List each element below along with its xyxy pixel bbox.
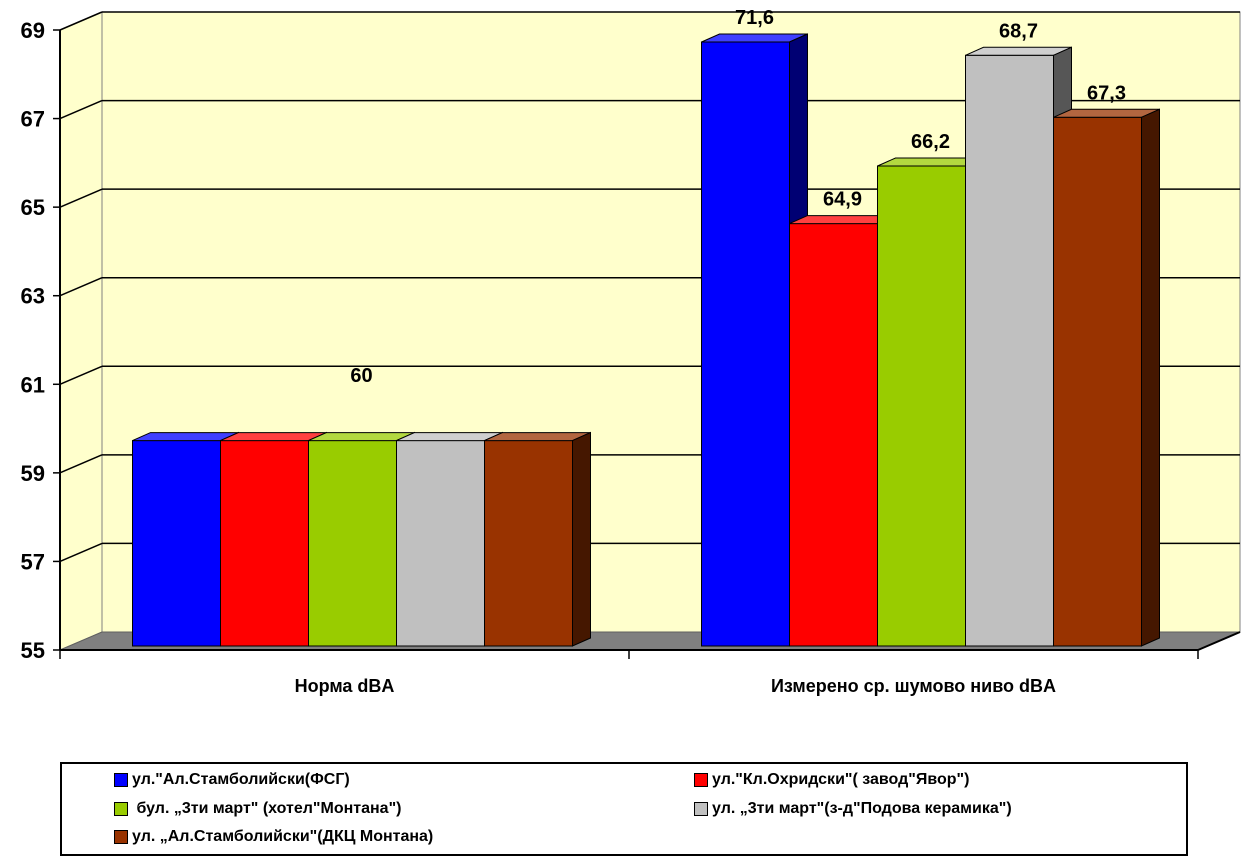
y-tick-label: 61 [21,372,45,397]
bars [132,33,1160,647]
bar-side [572,431,591,647]
data-label: 66,2 [911,131,950,153]
gridline-side [59,454,103,474]
bar-front [220,440,309,647]
y-tick-label: 67 [21,107,45,132]
legend-item: ул."Кл.Охридски"( завод"Явор") [694,771,969,789]
y-tick-label: 59 [21,461,45,486]
bar-front [396,440,485,647]
gridline-side [59,365,103,385]
bar-front [701,41,790,647]
legend-label: ул. „3ти март"(з-д"Подова керамика") [712,800,1012,817]
x-tick-label: Норма dBA [295,676,395,696]
legend-label: бул. „3ти март" (хотел"Монтана") [132,800,402,817]
legend-item: ул. „3ти март"(з-д"Подова керамика") [694,800,1012,818]
bar-front [132,440,221,647]
bar-front [789,223,878,647]
bar-front [965,54,1054,647]
y-tick-label: 63 [21,284,45,309]
side-wall [59,11,103,651]
x-tick-label: Измерено ср. шумово ниво dBA [771,676,1056,696]
data-label: 67,3 [1087,82,1126,104]
legend-item: бул. „3ти март" (хотел"Монтана") [114,800,402,818]
axes: 55 57 59 61 63 65 67 69 Норма dBA Измерено ср. шу… [21,18,1241,696]
legend-swatch-2 [114,802,128,816]
gridline-side [59,542,103,563]
legend: ул."Ал.Стамболийски(ФСГ) ул."Кл.Охридски… [60,762,1188,856]
bar-front [308,440,397,647]
bar-side [1141,108,1160,647]
y-tick-label: 69 [21,18,45,43]
legend-swatch-3 [694,802,708,816]
gridline-side [59,11,103,31]
legend-label: ул. „Ал.Стамболийски"(ДКЦ Монтана) [132,828,434,845]
y-tick-label: 55 [21,638,45,663]
data-labels: 60 71,6 64,9 66,2 68,7 67,3 [350,7,1126,387]
bar [701,33,808,647]
data-label: 68,7 [999,20,1038,42]
data-label: 64,9 [823,189,862,211]
bar-front [484,440,573,647]
gridline-side [59,99,103,120]
legend-swatch-4 [114,830,128,844]
data-label: 60 [350,365,372,387]
bar [484,431,591,647]
legend-label: ул."Кл.Охридски"( завод"Явор") [712,771,970,788]
legend-swatch-1 [694,773,708,787]
x-axis-end [1197,631,1241,651]
y-tick-label: 57 [21,549,45,574]
legend-item: ул. „Ал.Стамболийски"(ДКЦ Монтана) [114,828,433,846]
data-label: 71,6 [735,7,774,29]
legend-label: ул."Ал.Стамболийски(ФСГ) [132,771,350,788]
bar-front [877,165,966,647]
bar-front [1053,116,1142,647]
y-tick-label: 65 [21,195,45,220]
gridline-side [59,188,103,208]
gridline-side [59,277,103,297]
bar-chart: 55 57 59 61 63 65 67 69 Норма dBA Измерено ср. шу… [21,7,1241,696]
legend-item: ул."Ал.Стамболийски(ФСГ) [114,771,350,789]
bar [1053,108,1160,647]
legend-swatch-0 [114,773,128,787]
